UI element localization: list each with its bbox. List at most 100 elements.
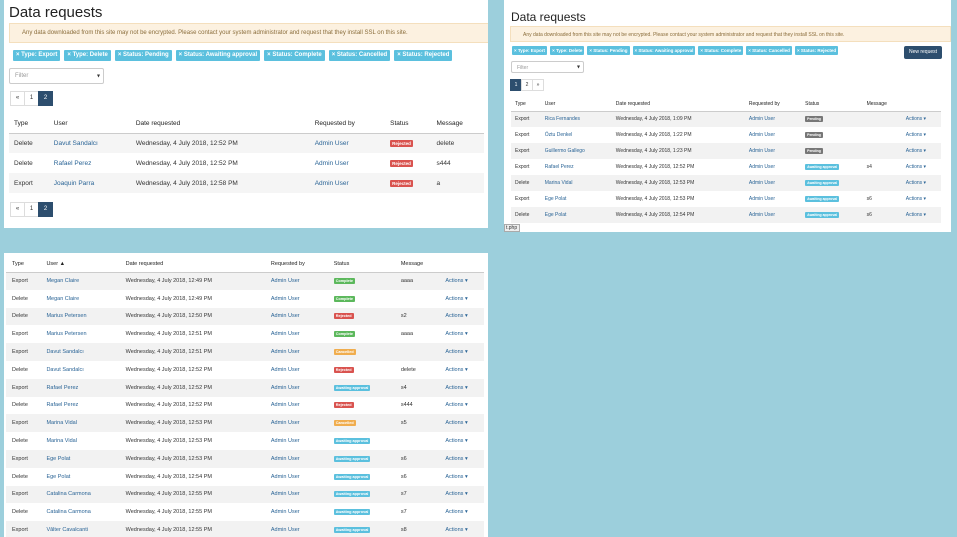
caret-down-icon[interactable]: ▾ [96, 73, 100, 80]
filter-chip[interactable]: × Type: Export [512, 46, 548, 55]
requested-by-link[interactable]: Admin User [270, 366, 300, 373]
user-link[interactable]: Catalina Carmona [46, 491, 91, 498]
column-header[interactable]: Status [327, 256, 395, 273]
column-header[interactable]: Type [6, 256, 41, 273]
user-link[interactable]: Davut Sandalcı [46, 366, 84, 373]
user-link[interactable]: Marius Petersen [46, 331, 87, 338]
filter-chip[interactable]: × Status: Pending [114, 50, 172, 61]
column-header[interactable]: Message [431, 115, 484, 134]
requested-by-link[interactable]: Admin User [314, 179, 349, 187]
actions-menu[interactable]: Actions ▾ [445, 349, 468, 356]
actions-menu[interactable]: Actions ▾ [445, 313, 468, 320]
requested-by-link[interactable]: Admin User [270, 402, 300, 409]
requested-by-link[interactable]: Admin User [748, 180, 775, 186]
filter-chip[interactable]: × Status: Awaiting approval [632, 46, 696, 55]
user-link[interactable]: Megan Claire [46, 295, 80, 302]
filter-chip[interactable]: × Type: Delete [550, 46, 585, 55]
actions-menu[interactable]: Actions ▾ [445, 384, 468, 391]
column-header[interactable]: Message [394, 256, 440, 273]
requested-by-link[interactable]: Admin User [270, 384, 300, 391]
requested-by-link[interactable]: Admin User [270, 349, 300, 356]
page-link[interactable]: « [10, 202, 25, 217]
filter-input[interactable]: Filter ▾ [9, 68, 104, 84]
actions-menu[interactable]: Actions ▾ [445, 473, 468, 480]
user-link[interactable]: Rafael Perez [53, 159, 92, 167]
page-link[interactable]: 2 [38, 91, 53, 106]
filter-chip[interactable]: × Type: Delete [64, 50, 111, 61]
column-header[interactable]: Status [801, 97, 863, 112]
actions-menu[interactable]: Actions ▾ [905, 164, 927, 170]
filter-chip[interactable]: × Status: Rejected [394, 50, 453, 61]
filter-chip[interactable]: × Type: Export [13, 50, 61, 61]
page-link[interactable]: « [10, 91, 25, 106]
caret-down-icon[interactable]: ▾ [576, 64, 580, 71]
filter-chip[interactable]: × Status: Pending [587, 46, 630, 55]
column-header[interactable]: User [540, 97, 612, 112]
user-link[interactable]: Ege Polat [544, 196, 567, 202]
requested-by-link[interactable]: Admin User [270, 278, 300, 285]
actions-menu[interactable]: Actions ▾ [445, 278, 468, 285]
requested-by-link[interactable]: Admin User [748, 164, 775, 170]
requested-by-link[interactable]: Admin User [270, 331, 300, 338]
requested-by-link[interactable]: Admin User [748, 132, 775, 138]
actions-menu[interactable]: Actions ▾ [445, 491, 468, 498]
actions-menu[interactable]: Actions ▾ [905, 116, 927, 123]
column-header[interactable]: Status [385, 115, 432, 134]
requested-by-link[interactable]: Admin User [314, 159, 349, 167]
actions-menu[interactable]: Actions ▾ [445, 509, 468, 516]
requested-by-link[interactable]: Admin User [270, 295, 300, 302]
filter-input[interactable]: Filter ▾ [511, 61, 584, 73]
user-link[interactable]: Ege Polat [46, 473, 71, 480]
column-header[interactable] [439, 256, 484, 273]
user-link[interactable]: Ege Polat [46, 455, 71, 462]
user-link[interactable]: Marina Vidal [544, 180, 573, 186]
column-header[interactable]: User ▲ [40, 256, 120, 273]
user-link[interactable]: Ege Polat [544, 212, 567, 218]
actions-menu[interactable]: Actions ▾ [445, 527, 468, 534]
user-link[interactable]: Davut Sandalcı [46, 349, 84, 356]
actions-menu[interactable]: Actions ▾ [445, 331, 468, 338]
filter-chip[interactable]: × Status: Complete [264, 50, 325, 61]
user-link[interactable]: Megan Claire [46, 278, 80, 285]
requested-by-link[interactable]: Admin User [270, 455, 300, 462]
column-header[interactable]: Type [9, 115, 49, 134]
column-header[interactable]: Requested by [744, 97, 802, 112]
user-link[interactable]: Rafael Perez [544, 164, 574, 170]
actions-menu[interactable]: Actions ▾ [445, 455, 468, 462]
actions-menu[interactable]: Actions ▾ [905, 180, 927, 186]
column-header[interactable]: Date requested [130, 115, 310, 134]
filter-chip[interactable]: × Status: Complete [698, 46, 744, 55]
user-link[interactable]: Rica Fernandes [544, 116, 581, 123]
column-header[interactable]: Message [862, 97, 902, 112]
requested-by-link[interactable]: Admin User [270, 313, 300, 320]
requested-by-link[interactable]: Admin User [270, 473, 300, 480]
requested-by-link[interactable]: Admin User [270, 420, 300, 427]
user-link[interactable]: Catalina Carmona [46, 509, 91, 516]
column-header[interactable] [901, 97, 941, 112]
user-link[interactable]: Öztu Denkel [544, 132, 573, 138]
user-link[interactable]: Rafael Perez [46, 384, 79, 391]
page-link[interactable]: 1 [24, 91, 39, 106]
actions-menu[interactable]: Actions ▾ [905, 212, 927, 218]
new-request-button[interactable]: New request [904, 46, 942, 59]
column-header[interactable]: Date requested [119, 256, 265, 273]
requested-by-link[interactable]: Admin User [748, 148, 775, 154]
actions-menu[interactable]: Actions ▾ [445, 295, 468, 302]
requested-by-link[interactable]: Admin User [748, 116, 775, 123]
user-link[interactable]: Guillermo Gallego [544, 148, 585, 154]
column-header[interactable]: Date requested [611, 97, 745, 112]
user-link[interactable]: Marius Petersen [46, 313, 87, 320]
requested-by-link[interactable]: Admin User [314, 139, 349, 147]
column-header[interactable]: Requested by [264, 256, 328, 273]
requested-by-link[interactable]: Admin User [270, 509, 300, 516]
filter-chip[interactable]: × Status: Awaiting approval [175, 50, 261, 61]
column-header[interactable]: User [48, 115, 131, 134]
filter-chip[interactable]: × Status: Cancelled [746, 46, 792, 55]
user-link[interactable]: Vâlter Cavalcanti [46, 527, 89, 534]
filter-chip[interactable]: × Status: Cancelled [328, 50, 391, 61]
requested-by-link[interactable]: Admin User [748, 212, 775, 218]
user-link[interactable]: Marina Vidal [46, 420, 77, 427]
requested-by-link[interactable]: Admin User [270, 527, 300, 534]
actions-menu[interactable]: Actions ▾ [905, 132, 927, 138]
actions-menu[interactable]: Actions ▾ [445, 438, 468, 445]
